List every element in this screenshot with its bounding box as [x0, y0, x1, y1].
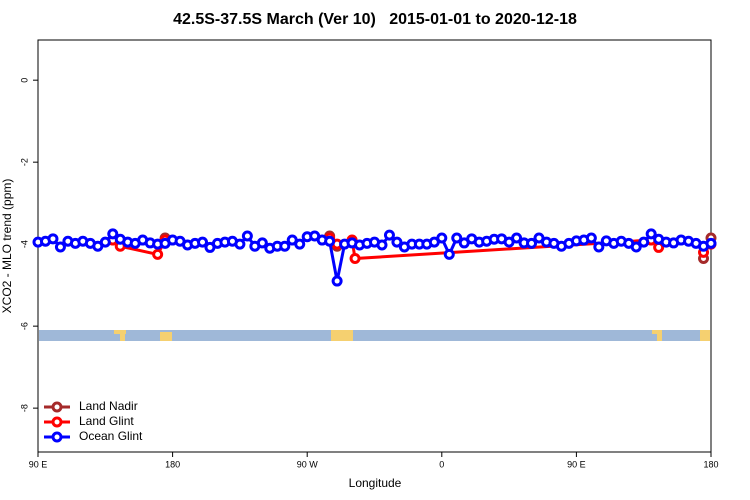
data-point — [436, 232, 448, 244]
data-point — [443, 248, 455, 260]
legend-swatch-marker — [51, 401, 63, 413]
y-axis-label: XCO2 - MLO trend (ppm) — [0, 179, 14, 314]
data-point — [585, 232, 597, 244]
land-map-strip — [39, 330, 710, 341]
data-point — [294, 238, 306, 250]
data-point — [47, 233, 59, 245]
chart-title: 42.5S-37.5S March (Ver 10) 2015-01-01 to… — [173, 11, 577, 28]
series — [32, 228, 717, 287]
data-point — [234, 238, 246, 250]
y-tick-label: -4 — [19, 240, 29, 248]
data-point — [99, 236, 111, 248]
data-point — [376, 239, 388, 251]
data-point — [511, 232, 523, 244]
data-point — [391, 236, 403, 248]
data-point — [241, 230, 253, 242]
y-tick-label: 0 — [19, 78, 29, 83]
legend-label: Land Nadir — [79, 399, 138, 413]
data-point — [331, 275, 343, 287]
x-axis-label: Longitude — [349, 476, 402, 490]
data-point — [107, 228, 119, 240]
data-point — [705, 237, 717, 249]
x-tick-label: 90 W — [297, 459, 319, 469]
data-point — [638, 236, 650, 248]
data-point — [451, 232, 463, 244]
legend-label: Land Glint — [79, 414, 134, 428]
data-point — [324, 235, 336, 247]
data-point — [152, 248, 164, 260]
y-tick-label: -8 — [19, 404, 29, 412]
x-tick-label: 0 — [439, 459, 444, 469]
x-tick-label: 180 — [703, 459, 718, 469]
legend-label: Ocean Glint — [79, 429, 143, 443]
legend-swatch-marker — [51, 416, 63, 428]
y-tick-label: -6 — [19, 322, 29, 330]
data-point — [54, 241, 66, 253]
data-point — [645, 228, 657, 240]
data-point — [279, 240, 291, 252]
x-tick-label: 180 — [165, 459, 180, 469]
data-point — [256, 237, 268, 249]
data-point — [383, 229, 395, 241]
x-tick-label: 90 E — [567, 459, 586, 469]
data-point — [593, 241, 605, 253]
y-tick-label: -2 — [19, 158, 29, 166]
legend-swatch-marker — [51, 431, 63, 443]
data-point — [197, 236, 209, 248]
data-point — [630, 241, 642, 253]
x-tick-label: 90 E — [29, 459, 48, 469]
data-point — [349, 253, 361, 265]
data-point — [526, 237, 538, 249]
